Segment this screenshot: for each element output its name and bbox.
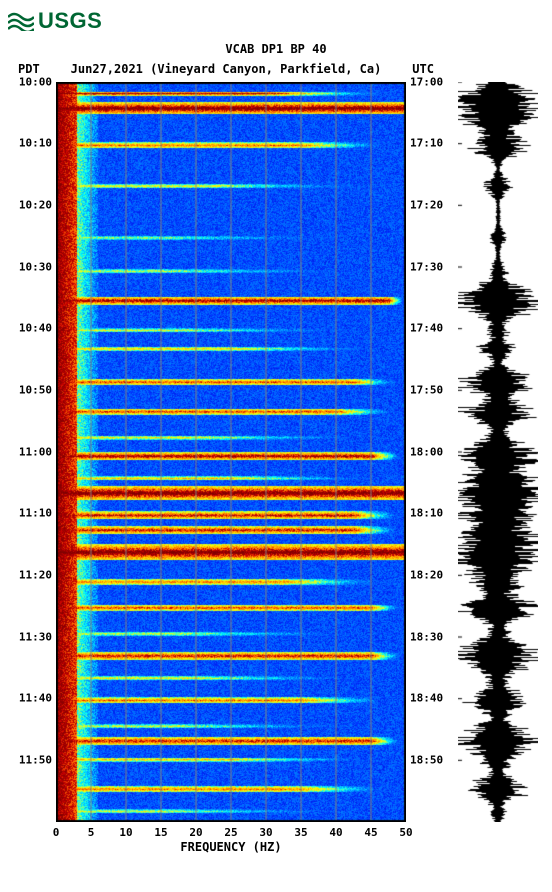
left-time-tick: 11:00 [19, 445, 52, 458]
left-time-tick: 11:50 [19, 753, 52, 766]
plot-title: VCAB DP1 BP 40 [8, 42, 544, 58]
left-time-tick: 10:40 [19, 322, 52, 335]
x-tick: 0 [53, 826, 60, 839]
x-tick: 15 [154, 826, 167, 839]
right-time-tick: 18:10 [410, 507, 443, 520]
x-tick: 25 [224, 826, 237, 839]
subtitle-right: UTC [412, 62, 434, 76]
right-time-tick: 18:50 [410, 753, 443, 766]
x-tick: 45 [364, 826, 377, 839]
usgs-waves-icon [8, 11, 34, 31]
right-time-tick: 17:00 [410, 75, 443, 88]
subtitle-row: PDT Jun27,2021 (Vineyard Canyon, Parkfie… [8, 62, 544, 76]
right-time-tick: 17:40 [410, 322, 443, 335]
x-tick: 5 [88, 826, 95, 839]
left-time-tick: 10:00 [19, 75, 52, 88]
left-time-tick: 10:10 [19, 137, 52, 150]
frequency-axis: FREQUENCY (HZ) 05101520253035404550 [56, 822, 406, 852]
x-tick: 20 [189, 826, 202, 839]
left-time-tick: 11:40 [19, 692, 52, 705]
seismogram-panel [458, 82, 538, 822]
right-time-tick: 17:10 [410, 137, 443, 150]
right-time-tick: 17:20 [410, 198, 443, 211]
right-time-tick: 18:40 [410, 692, 443, 705]
x-tick: 50 [399, 826, 412, 839]
x-tick: 35 [294, 826, 307, 839]
right-time-tick: 18:20 [410, 568, 443, 581]
left-time-tick: 10:30 [19, 260, 52, 273]
seismogram-canvas [458, 82, 538, 822]
spectrogram-canvas [56, 82, 406, 822]
x-tick: 10 [119, 826, 132, 839]
left-time-tick: 10:20 [19, 198, 52, 211]
right-time-tick: 17:30 [410, 260, 443, 273]
subtitle-mid: Jun27,2021 (Vineyard Canyon, Parkfield, … [71, 62, 382, 76]
x-tick: 40 [329, 826, 342, 839]
usgs-logo-text: USGS [38, 8, 102, 34]
left-time-axis: 10:0010:1010:2010:3010:4010:5011:0011:10… [8, 82, 56, 822]
right-time-axis: 17:0017:1017:2017:3017:4017:5018:0018:10… [406, 82, 450, 822]
left-time-tick: 11:10 [19, 507, 52, 520]
usgs-logo: USGS [8, 8, 544, 34]
x-tick: 30 [259, 826, 272, 839]
spectrogram-panel [56, 82, 406, 822]
plot-area: 10:0010:1010:2010:3010:4010:5011:0011:10… [8, 82, 544, 822]
left-time-tick: 11:20 [19, 568, 52, 581]
left-time-tick: 10:50 [19, 383, 52, 396]
x-axis-label: FREQUENCY (HZ) [180, 840, 281, 854]
right-time-tick: 17:50 [410, 383, 443, 396]
subtitle-left: PDT [18, 62, 40, 76]
left-time-tick: 11:30 [19, 630, 52, 643]
right-time-tick: 18:00 [410, 445, 443, 458]
right-time-tick: 18:30 [410, 630, 443, 643]
